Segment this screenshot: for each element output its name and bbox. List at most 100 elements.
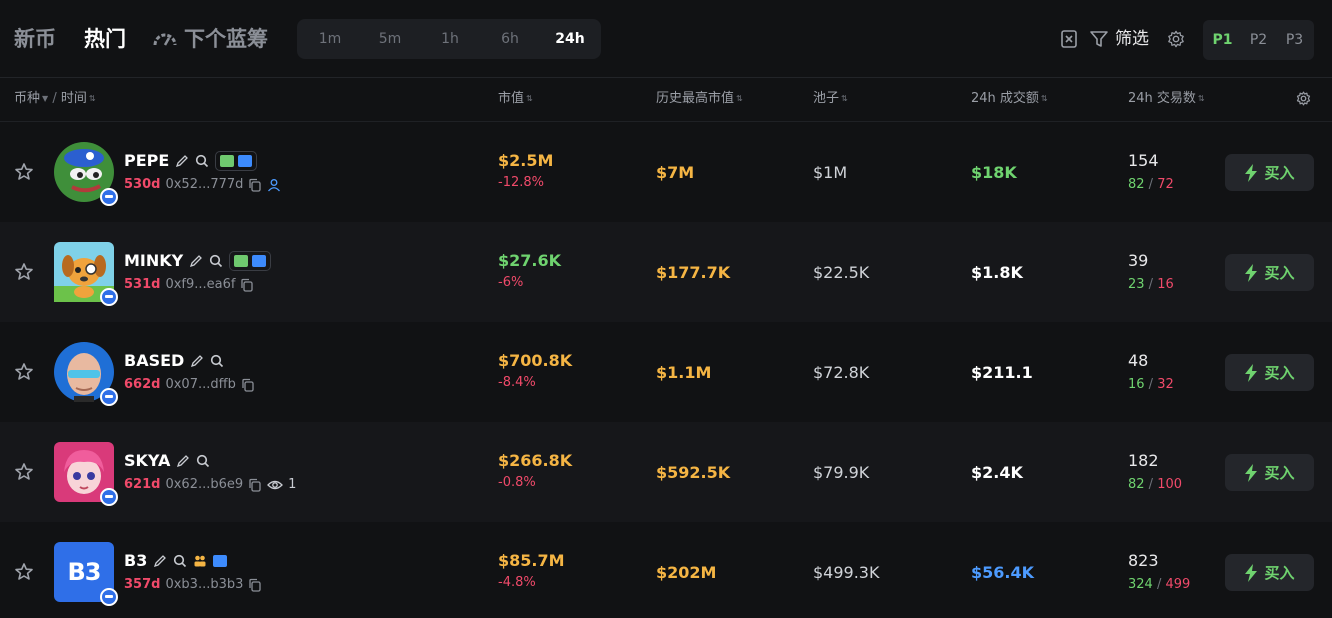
page-p1[interactable]: P1	[1212, 32, 1233, 48]
column-header-token-label: 币种	[14, 91, 41, 106]
column-header-txns-label: 24h 交易数	[1128, 91, 1196, 106]
filter-icon[interactable]	[1089, 29, 1109, 49]
timeframe-selector: 1m 5m 1h 6h 24h	[297, 19, 601, 59]
copy-icon[interactable]	[240, 278, 254, 292]
copy-icon[interactable]	[248, 478, 262, 492]
page-p3[interactable]: P3	[1285, 32, 1304, 48]
favorite-star-icon[interactable]	[14, 262, 34, 282]
token-symbol[interactable]: SKYA	[124, 451, 171, 470]
token-age: 531d	[124, 277, 161, 292]
market-cap: $2.5M	[498, 151, 554, 170]
megaphone-tag-icon	[234, 255, 249, 267]
buy-button-label: 买入	[1264, 464, 1295, 482]
copy-icon[interactable]	[248, 578, 262, 592]
column-header-token[interactable]: 币种 ▼ / 时间 ⇅	[14, 88, 96, 110]
buys-sells: 82 / 100	[1128, 477, 1183, 492]
timeframe-6h[interactable]: 6h	[501, 31, 519, 47]
favorite-star-icon[interactable]	[14, 462, 34, 482]
caret-down-icon: ▼	[42, 93, 49, 103]
bald-man-avatar-icon	[54, 342, 114, 402]
column-header-pool[interactable]: 池子 ⇅	[813, 88, 848, 110]
copy-icon[interactable]	[241, 378, 255, 392]
tab-trending[interactable]: 热门	[84, 27, 126, 51]
column-settings-gear-icon[interactable]	[1296, 91, 1311, 106]
buy-button-label: 买入	[1264, 264, 1295, 282]
sort-icon: ⇅	[1040, 93, 1048, 103]
column-header-mcap[interactable]: 市值 ⇅	[498, 88, 533, 110]
timeframe-1h[interactable]: 1h	[441, 31, 459, 47]
edit-pencil-icon[interactable]	[175, 154, 189, 168]
table-row[interactable]: B3 B3 357d 0xb3...b3b3 $85.7M -4.8% $202…	[0, 522, 1332, 618]
token-avatar[interactable]	[54, 442, 118, 506]
token-age: 662d	[124, 377, 161, 392]
column-header-ath-label: 历史最高市值	[656, 91, 735, 106]
favorite-star-icon[interactable]	[14, 562, 34, 582]
token-symbol[interactable]: B3	[124, 551, 148, 570]
buy-button[interactable]: 买入	[1225, 554, 1314, 591]
token-symbol[interactable]: MINKY	[124, 251, 184, 270]
filter-button[interactable]: 筛选	[1115, 29, 1149, 49]
table-row[interactable]: SKYA 621d 0x62...b6e9 1 $266.8K -0.8% $5…	[0, 422, 1332, 522]
all-time-high-mcap: $202M	[656, 563, 717, 582]
token-symbol[interactable]: PEPE	[124, 151, 170, 170]
token-avatar[interactable]	[54, 242, 118, 306]
page-p2[interactable]: P2	[1249, 32, 1268, 48]
search-icon[interactable]	[209, 254, 223, 268]
team-icon	[194, 555, 206, 567]
token-avatar[interactable]	[54, 142, 118, 206]
liquidity-pool: $499.3K	[813, 563, 880, 582]
column-header-time-label[interactable]: 时间	[60, 91, 87, 106]
table-row[interactable]: PEPE 530d 0x52...777d $2.5M -12.8% $7M $…	[0, 122, 1332, 222]
token-address[interactable]: 0xf9...ea6f	[165, 277, 236, 292]
table-row[interactable]: MINKY 531d 0xf9...ea6f $27.6K -6% $177.7…	[0, 222, 1332, 322]
search-icon[interactable]	[196, 454, 210, 468]
search-icon[interactable]	[173, 554, 187, 568]
favorite-star-icon[interactable]	[14, 162, 34, 182]
timeframe-5m[interactable]: 5m	[378, 31, 402, 47]
volume-24h: $211.1	[971, 363, 1033, 382]
edit-pencil-icon[interactable]	[190, 354, 204, 368]
edit-pencil-icon[interactable]	[176, 454, 190, 468]
volume-24h: $2.4K	[971, 463, 1023, 482]
buy-button[interactable]: 买入	[1225, 454, 1314, 491]
search-icon[interactable]	[210, 354, 224, 368]
buy-button[interactable]: 买入	[1225, 154, 1314, 191]
tab-new-coins[interactable]: 新币	[14, 27, 56, 51]
search-icon[interactable]	[195, 154, 209, 168]
edit-pencil-icon[interactable]	[153, 554, 167, 568]
chain-badge-icon	[100, 388, 118, 406]
token-symbol[interactable]: BASED	[124, 351, 185, 370]
buy-count: 324	[1128, 577, 1153, 592]
token-address[interactable]: 0xb3...b3b3	[165, 577, 244, 592]
pepe-frog-avatar-icon	[54, 142, 114, 202]
all-time-high-mcap: $177.7K	[656, 263, 731, 282]
user-icon[interactable]	[267, 178, 281, 192]
tab-next-bluechip[interactable]: 下个蓝筹	[152, 24, 268, 54]
timeframe-1m[interactable]: 1m	[318, 31, 342, 47]
page-selector: P1 P2 P3	[1203, 20, 1314, 60]
token-address[interactable]: 0x62...b6e9	[165, 477, 244, 492]
token-avatar[interactable]	[54, 342, 118, 406]
bookmark-x-icon[interactable]	[1059, 29, 1079, 49]
favorite-star-icon[interactable]	[14, 362, 34, 382]
copy-icon[interactable]	[248, 178, 262, 192]
token-meta: 621d 0x62...b6e9 1	[124, 476, 296, 494]
timeframe-24h[interactable]: 24h	[555, 31, 585, 47]
all-time-high-mcap: $7M	[656, 163, 695, 182]
token-avatar[interactable]: B3	[54, 542, 118, 606]
column-header-volume[interactable]: 24h 成交额 ⇅	[971, 88, 1048, 110]
settings-gear-icon[interactable]	[1167, 30, 1185, 48]
token-age: 357d	[124, 577, 161, 592]
buy-button[interactable]: 买入	[1225, 254, 1314, 291]
sort-icon: ⇅	[841, 93, 848, 103]
token-address[interactable]: 0x07...dffb	[165, 377, 236, 392]
column-header-ath[interactable]: 历史最高市值 ⇅	[656, 88, 743, 110]
table-row[interactable]: BASED 662d 0x07...dffb $700.8K -8.4% $1.…	[0, 322, 1332, 422]
column-header-txns[interactable]: 24h 交易数 ⇅	[1128, 88, 1205, 110]
buy-button[interactable]: 买入	[1225, 354, 1314, 391]
top-bar: 新币 热门 下个蓝筹 1m 5m 1h 6h 24h 筛选 P1 P2 P3	[0, 0, 1332, 78]
txns-24h: 48	[1128, 351, 1149, 370]
edit-pencil-icon[interactable]	[189, 254, 203, 268]
token-address[interactable]: 0x52...777d	[165, 177, 244, 192]
token-meta: 531d 0xf9...ea6f	[124, 276, 254, 294]
